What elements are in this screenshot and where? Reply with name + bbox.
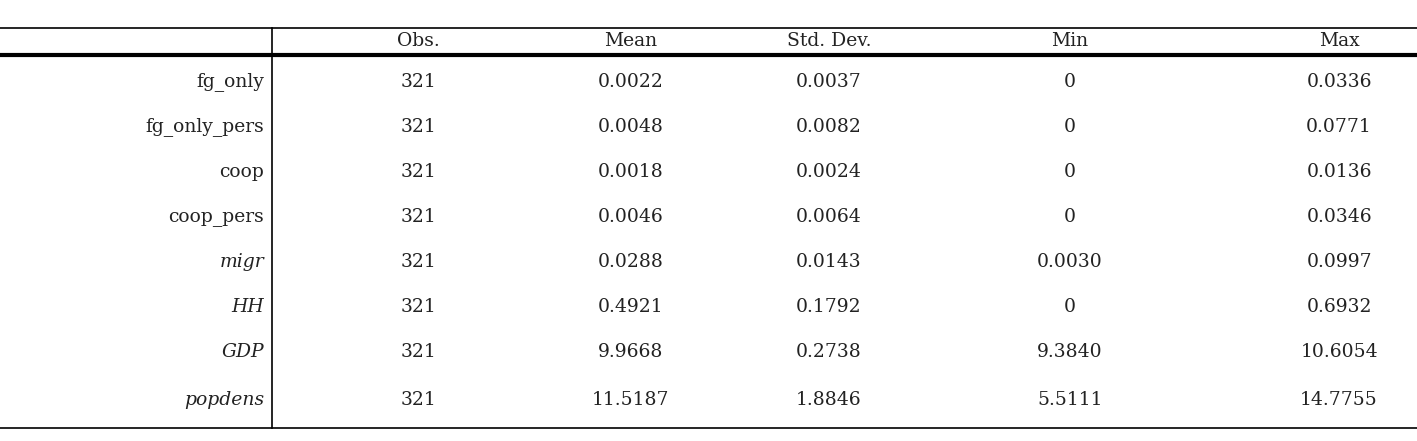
Text: 0.0046: 0.0046 bbox=[598, 208, 663, 226]
Text: 0.1792: 0.1792 bbox=[796, 298, 862, 316]
Text: 321: 321 bbox=[400, 253, 436, 271]
Text: 0.0064: 0.0064 bbox=[796, 208, 862, 226]
Text: coop: coop bbox=[220, 163, 264, 181]
Text: Obs.: Obs. bbox=[397, 33, 439, 51]
Text: 14.7755: 14.7755 bbox=[1301, 391, 1377, 409]
Text: 0.0346: 0.0346 bbox=[1306, 208, 1372, 226]
Text: 11.5187: 11.5187 bbox=[592, 391, 669, 409]
Text: popdens: popdens bbox=[184, 391, 264, 409]
Text: 0: 0 bbox=[1064, 73, 1076, 91]
Text: Mean: Mean bbox=[604, 33, 657, 51]
Text: 0: 0 bbox=[1064, 118, 1076, 136]
Text: 0.0771: 0.0771 bbox=[1306, 118, 1372, 136]
Text: 0.0143: 0.0143 bbox=[796, 253, 862, 271]
Text: 0.0082: 0.0082 bbox=[796, 118, 862, 136]
Text: coop_pers: coop_pers bbox=[169, 208, 264, 226]
Text: Min: Min bbox=[1051, 33, 1088, 51]
Text: 0.4921: 0.4921 bbox=[598, 298, 663, 316]
Text: 321: 321 bbox=[400, 73, 436, 91]
Text: fg_only_pers: fg_only_pers bbox=[146, 117, 264, 136]
Text: 321: 321 bbox=[400, 391, 436, 409]
Text: 321: 321 bbox=[400, 163, 436, 181]
Text: 0.6932: 0.6932 bbox=[1306, 298, 1372, 316]
Text: 321: 321 bbox=[400, 343, 436, 361]
Text: 0.0022: 0.0022 bbox=[598, 73, 663, 91]
Text: 0.0030: 0.0030 bbox=[1037, 253, 1102, 271]
Text: Max: Max bbox=[1319, 33, 1359, 51]
Text: 0.2738: 0.2738 bbox=[796, 343, 862, 361]
Text: 10.6054: 10.6054 bbox=[1301, 343, 1377, 361]
Text: GDP: GDP bbox=[221, 343, 264, 361]
Text: 9.3840: 9.3840 bbox=[1037, 343, 1102, 361]
Text: HH: HH bbox=[231, 298, 264, 316]
Text: 0.0997: 0.0997 bbox=[1306, 253, 1372, 271]
Text: 0.0288: 0.0288 bbox=[598, 253, 663, 271]
Text: 0: 0 bbox=[1064, 298, 1076, 316]
Text: 0.0336: 0.0336 bbox=[1306, 73, 1372, 91]
Text: 0.0048: 0.0048 bbox=[598, 118, 663, 136]
Text: fg_only: fg_only bbox=[196, 72, 264, 91]
Text: Std. Dev.: Std. Dev. bbox=[786, 33, 871, 51]
Text: 321: 321 bbox=[400, 118, 436, 136]
Text: 0.0136: 0.0136 bbox=[1306, 163, 1372, 181]
Text: 0: 0 bbox=[1064, 208, 1076, 226]
Text: migr: migr bbox=[220, 253, 264, 271]
Text: 0.0018: 0.0018 bbox=[598, 163, 663, 181]
Text: 321: 321 bbox=[400, 298, 436, 316]
Text: 5.5111: 5.5111 bbox=[1037, 391, 1102, 409]
Text: 321: 321 bbox=[400, 208, 436, 226]
Text: 0.0037: 0.0037 bbox=[796, 73, 862, 91]
Text: 0: 0 bbox=[1064, 163, 1076, 181]
Text: 9.9668: 9.9668 bbox=[598, 343, 663, 361]
Text: 1.8846: 1.8846 bbox=[796, 391, 862, 409]
Text: 0.0024: 0.0024 bbox=[796, 163, 862, 181]
